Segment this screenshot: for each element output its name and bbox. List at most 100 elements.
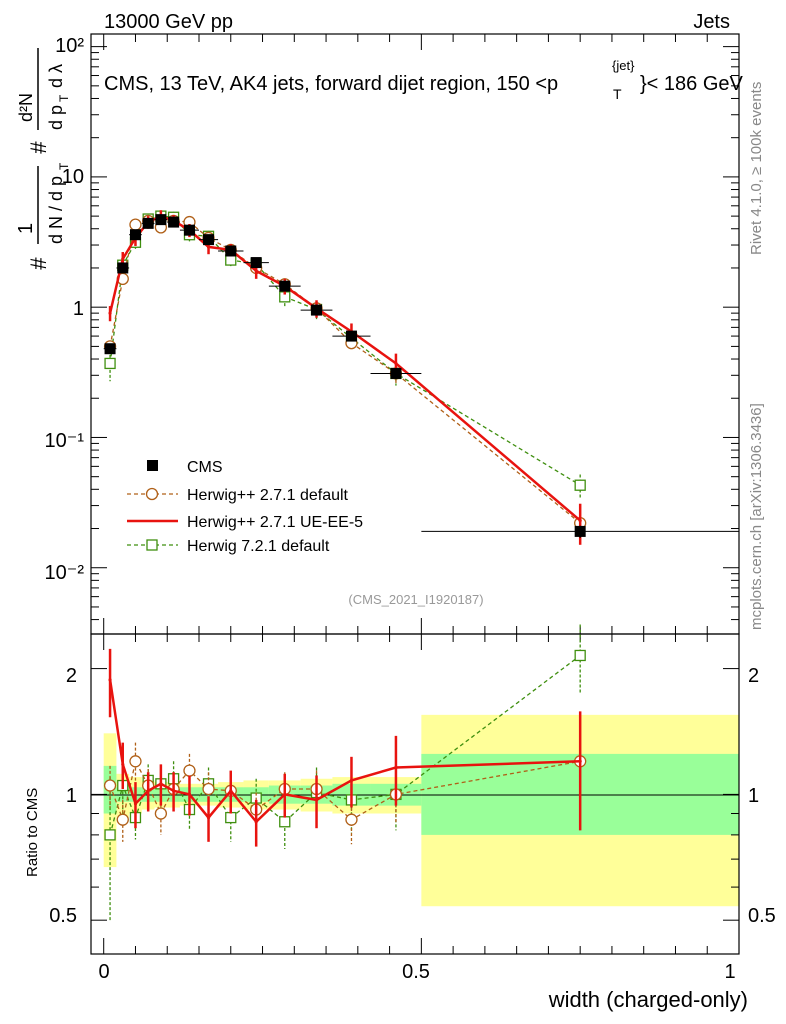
ratio-point-herwig-2-7-1-default: [345, 813, 358, 826]
main-point-herwig-2-7-1-ue-ee-5: [394, 361, 398, 366]
main-point-cms: [390, 367, 402, 379]
ratio-point-herwig-2-7-1-ue-ee-5: [314, 798, 319, 802]
svg-text:d λ: d λ: [46, 64, 66, 88]
ratio-point-herwig-7-2-1-default: [279, 816, 291, 828]
main-point-herwig-2-7-1-ue-ee-5: [254, 269, 258, 273]
svg-text:#: #: [26, 257, 51, 270]
ratio-point-herwig-2-7-1-ue-ee-5: [254, 820, 258, 824]
ratio-point-herwig-2-7-1-default: [129, 755, 142, 768]
ratio-point-herwig-2-7-1-ue-ee-5: [283, 792, 287, 796]
ytick-label-0p01: 10⁻²: [45, 562, 85, 584]
header-right: Jets: [693, 11, 730, 33]
ratio-uncertainty-bands: [103, 714, 739, 907]
legend-label-herwig-default: Herwig++ 2.7.1 default: [187, 487, 349, 504]
svg-text:1: 1: [15, 223, 37, 234]
main-series-layer: [103, 210, 739, 545]
legend-label-herwig72: Herwig 7.2.1 default: [187, 538, 330, 555]
svg-text:d p: d p: [46, 105, 66, 130]
title-main: CMS, 13 TeV, AK4 jets, forward dijet reg…: [104, 73, 558, 95]
plot-title: CMS, 13 TeV, AK4 jets, forward dijet reg…: [104, 58, 744, 102]
ratio-series-layer: [103, 624, 587, 921]
rivet-label: Rivet 4.1.0, ≥ 100k events: [748, 82, 765, 255]
title-sup: {jet}: [612, 58, 635, 73]
main-point-cms: [574, 525, 586, 537]
main-point-herwig-7-2-1-default: [225, 254, 237, 266]
ratio-point-herwig-2-7-1-default: [116, 813, 129, 826]
ratio-ytick-2: 2: [66, 665, 77, 687]
ratio-point-herwig-2-7-1-ue-ee-5: [206, 815, 211, 820]
svg-text:T: T: [57, 162, 71, 170]
ratio-point-herwig-2-7-1-default: [202, 782, 215, 796]
svg-text:#: #: [26, 141, 51, 154]
main-point-herwig-2-7-1-ue-ee-5: [108, 311, 112, 315]
svg-text:d²N: d²N: [16, 93, 36, 122]
legend: CMS Herwig++ 2.7.1 default Herwig++ 2.7.…: [127, 459, 363, 555]
main-point-cms: [155, 214, 167, 226]
ratio-point-herwig-7-2-1-default: [574, 649, 586, 662]
main-point-cms: [168, 216, 180, 228]
title-end: }< 186 GeV: [640, 73, 744, 95]
svg-text:T: T: [57, 94, 71, 102]
main-point-herwig-2-7-1-default: [129, 218, 142, 231]
title-sub: T: [613, 86, 622, 102]
main-point-herwig-2-7-1-ue-ee-5: [206, 245, 211, 249]
main-point-cms: [183, 224, 195, 236]
ratio-point-herwig-2-7-1-ue-ee-5: [171, 789, 176, 793]
ratio-ytick-0p5: 0.5: [49, 905, 77, 927]
mcplots-label: mcplots.cern.ch [arXiv:1306.3436]: [748, 403, 765, 630]
ratio-point-herwig-7-2-1-default: [225, 811, 237, 824]
ytick-label-100: 10²: [55, 35, 84, 57]
x-axis-label: width (charged-only): [548, 987, 748, 1012]
main-ylabel: # 1 d N / d p T # d²N d p T d λ: [15, 48, 71, 270]
ytick-label-10: 10: [62, 166, 84, 188]
ratio-point-herwig-7-2-1-default: [104, 829, 116, 841]
ratio-point-herwig-2-7-1-default: [103, 779, 117, 792]
main-point-herwig-2-7-1-ue-ee-5: [578, 519, 582, 523]
main-herwig-7-2-1-default: [104, 210, 586, 499]
analysis-watermark: (CMS_2021_I1920187): [348, 592, 483, 607]
xtick-0: 0: [98, 961, 109, 983]
ratio-ytick-1-right: 1: [748, 785, 759, 807]
ratio-point-herwig-2-7-1-ue-ee-5: [146, 789, 150, 793]
main-point-herwig-2-7-1-ue-ee-5: [121, 257, 125, 261]
legend-label-herwig-ueee5: Herwig++ 2.7.1 UE-EE-5: [187, 514, 363, 531]
ratio-herwig-2-7-1-ue-ee-5: [108, 648, 582, 847]
ratio-point-herwig-2-7-1-ue-ee-5: [578, 759, 582, 763]
ratio-point-herwig-2-7-1-default: [183, 764, 196, 777]
main-cms: [103, 214, 739, 538]
ratio-ylabel: Ratio to CMS: [24, 788, 41, 877]
main-line-herwig-2-7-1-ue-ee-5: [108, 214, 582, 522]
legend-label-cms: CMS: [187, 459, 223, 476]
ratio-point-herwig-2-7-1-ue-ee-5: [108, 678, 112, 682]
legend-marker-cms: [147, 460, 158, 471]
main-point-cms: [345, 330, 357, 342]
axis-ticks: [91, 34, 740, 954]
ratio-ytick-1: 1: [66, 785, 77, 807]
main-point-cms: [129, 229, 141, 241]
main-point-cms: [311, 304, 323, 316]
main-point-herwig-7-2-1-default: [104, 357, 116, 370]
main-line-herwig-7-2-1-default: [109, 215, 581, 486]
legend-marker-herwig-default: [145, 487, 159, 501]
main-point-cms: [225, 245, 237, 257]
main-line-herwig-2-7-1-default: [109, 220, 581, 524]
ratio-y-tick-labels: 2 1 0.5 2 1 0.5: [49, 665, 776, 927]
ratio-point-herwig-2-7-1-default: [154, 807, 168, 820]
ratio-point-herwig-2-7-1-ue-ee-5: [121, 762, 125, 766]
xtick-0p5: 0.5: [402, 961, 430, 983]
main-point-cms: [250, 257, 262, 269]
ytick-label-0p1: 10⁻¹: [45, 430, 85, 452]
ratio-ytick-2-right: 2: [748, 665, 759, 687]
main-y-tick-labels: 10² 10 1 10⁻¹ 10⁻²: [45, 35, 85, 584]
main-point-herwig-7-2-1-default: [574, 479, 586, 491]
ratio-ytick-0p5-right: 0.5: [748, 905, 776, 927]
header-left: 13000 GeV pp: [104, 11, 233, 33]
ratio-point-herwig-2-7-1-ue-ee-5: [133, 802, 138, 806]
main-point-cms: [104, 343, 116, 355]
ratio-point-herwig-2-7-1-ue-ee-5: [394, 765, 398, 770]
main-point-cms: [117, 262, 129, 274]
ratio-point-herwig-2-7-1-ue-ee-5: [159, 782, 163, 786]
ratio-point-herwig-2-7-1-ue-ee-5: [187, 792, 192, 796]
ytick-label-1: 1: [73, 298, 84, 320]
